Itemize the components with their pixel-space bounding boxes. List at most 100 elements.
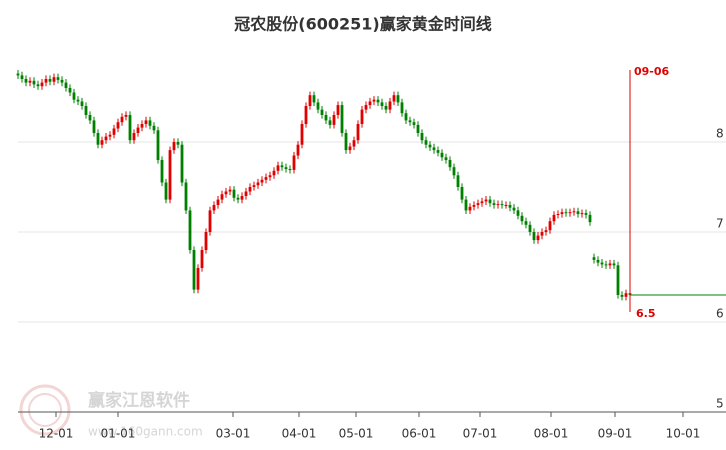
candle-body [396, 95, 400, 103]
candle-body [500, 204, 504, 206]
watermark-name: 赢家江恩软件 [88, 390, 190, 411]
candle-body [44, 79, 48, 83]
candle-body [592, 257, 596, 260]
candle-body [568, 212, 572, 214]
candle-body [560, 212, 564, 214]
candle-body [128, 115, 132, 141]
candle-body [292, 155, 296, 170]
candle-body [228, 189, 232, 192]
candle-body [148, 120, 152, 126]
y-tick-label: 5 [716, 397, 724, 411]
marker-value-label: 6.5 [636, 307, 656, 320]
candle-body [520, 215, 524, 222]
candle-body [580, 213, 584, 215]
candle-body [52, 77, 56, 82]
candle-body [112, 128, 116, 135]
candle-body [176, 142, 180, 145]
chart-title: 冠农股份(600251)赢家黄金时间线 [234, 15, 491, 34]
candle-body [496, 204, 500, 206]
candle-body [472, 205, 476, 207]
candle-body [272, 170, 276, 176]
candle-body [224, 191, 228, 195]
candle-body [400, 102, 404, 114]
x-tick-label: 07-01 [463, 427, 498, 441]
candle-body [596, 259, 600, 263]
candle-body [236, 197, 240, 200]
candle-body [188, 210, 192, 250]
x-tick-label: 12-01 [39, 427, 74, 441]
candle-body [432, 147, 436, 151]
candle-body [524, 221, 528, 225]
candle-body [32, 80, 36, 85]
candle-body [132, 133, 136, 141]
candle-body [356, 124, 360, 141]
candle-body [184, 182, 188, 211]
candle-body [384, 106, 388, 110]
candle-body [548, 221, 552, 231]
watermark-logo [19, 384, 71, 436]
candle-body [216, 199, 220, 205]
candle-body [240, 196, 244, 200]
x-tick-label: 10-01 [666, 427, 701, 441]
candle-body [124, 115, 128, 117]
candle-body [372, 99, 376, 102]
candle-body [576, 211, 580, 214]
x-tick-label: 01-01 [101, 427, 136, 441]
candle-body [76, 99, 80, 102]
candle-body [424, 140, 428, 145]
candle-body [476, 203, 480, 205]
candle-body [248, 187, 252, 192]
candle-body [528, 224, 532, 232]
candle-body [428, 144, 432, 148]
candle-body [612, 263, 616, 266]
candle-body [492, 203, 496, 205]
candle-body [544, 230, 548, 232]
candle-body [264, 177, 268, 180]
candle-body [284, 167, 288, 169]
candle-body [416, 124, 420, 133]
candle-body [604, 264, 608, 266]
candle-body [120, 116, 124, 123]
candle-body [304, 106, 308, 124]
x-tick-label: 05-01 [339, 427, 374, 441]
watermark-logo [28, 393, 62, 427]
candle-body [280, 165, 284, 168]
candle-body [600, 262, 604, 265]
candle-body [484, 199, 488, 202]
candle-body [100, 140, 104, 145]
candle-body [208, 210, 212, 232]
candle-body [180, 144, 184, 183]
candle-body [352, 140, 356, 147]
candle-body [24, 79, 28, 83]
candle-body [64, 82, 68, 88]
candle-body [324, 115, 328, 121]
candle-body [516, 210, 520, 216]
candle-body [316, 102, 320, 110]
candle-body [380, 102, 384, 106]
candle-body [172, 142, 176, 151]
candle-body [320, 109, 324, 115]
candle-body [564, 212, 568, 214]
watermark-url: www.160gann.com [88, 425, 203, 439]
candle-body [392, 95, 396, 102]
candle-body [536, 235, 540, 241]
candle-body [140, 124, 144, 128]
candle-body [300, 124, 304, 145]
candle-body [620, 295, 624, 297]
plot: 5 6 7 8 12-01 01-01 03-01 04-01 05-01 06-01 07-01 0… [16, 65, 726, 441]
candle-body [440, 152, 444, 158]
x-tick-label: 06-01 [402, 427, 437, 441]
candle-body [232, 189, 236, 198]
candle-body [508, 205, 512, 208]
candle-body [368, 101, 372, 106]
candle-body [388, 101, 392, 110]
candle-body [92, 120, 96, 133]
candle-body [156, 130, 160, 160]
candle-body [624, 293, 628, 297]
candle-body [584, 213, 588, 215]
candle-body [588, 214, 592, 223]
candle-body [164, 182, 168, 200]
candle-body [348, 146, 352, 151]
candle-body [412, 122, 416, 125]
